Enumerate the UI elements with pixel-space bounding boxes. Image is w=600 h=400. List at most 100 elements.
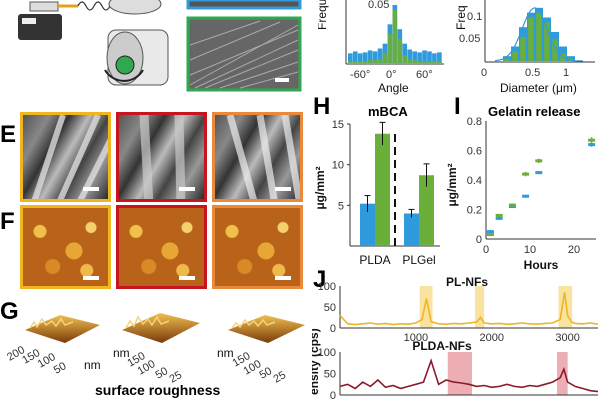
- scale-bar: [179, 187, 195, 191]
- drum-axle: [115, 55, 135, 75]
- angle-bar: [367, 60, 373, 63]
- h-ytick-label: 15: [332, 119, 344, 131]
- angle-bar: [402, 43, 408, 63]
- angle-bars: [348, 5, 442, 64]
- angle-bar: [367, 50, 373, 63]
- surface-roughness-caption: surface roughness: [95, 382, 221, 398]
- angle-bar: [377, 59, 383, 63]
- angle-bar: [407, 59, 413, 63]
- angle-bar: [432, 53, 437, 63]
- syringe: [29, 1, 59, 12]
- j-ytick-label: 0: [330, 390, 336, 400]
- i-point: [486, 230, 494, 234]
- j-ylabel: ensity (cps): [312, 328, 321, 395]
- scale-bar: [275, 187, 291, 191]
- scale-bar: [275, 78, 289, 82]
- i-xtick-label: 10: [524, 244, 536, 256]
- i-point: [486, 233, 494, 237]
- aligned-fibers: [189, 20, 299, 89]
- angle-bar: [348, 53, 353, 63]
- surface-mesh: [228, 315, 305, 343]
- i-point: [522, 172, 530, 176]
- diameter-xtick: 1: [563, 67, 569, 79]
- angle-bar: [362, 61, 368, 63]
- panel-label-f: F: [0, 208, 15, 235]
- panel-label-j: J: [313, 266, 327, 293]
- g3-tick: 25: [272, 369, 289, 386]
- angle-xtick: -60°: [350, 69, 370, 81]
- h-ytick-label: 10: [332, 160, 344, 172]
- angle-bar: [412, 51, 417, 63]
- surface-peaks: [231, 318, 276, 329]
- diameter-xtick: 0.5: [525, 67, 540, 79]
- afm-image-plda: [116, 205, 207, 289]
- angle-bar: [417, 61, 422, 63]
- h-bar: [360, 203, 375, 246]
- diameter-ylabel: Freq: [455, 5, 468, 30]
- angle-bar: [352, 51, 358, 63]
- i-point: [495, 213, 503, 217]
- h-bar: [375, 133, 390, 246]
- j-trace-line: [339, 292, 599, 326]
- angle-bar: [387, 34, 393, 63]
- diameter-ytick: 0.1: [467, 11, 482, 23]
- panel-label-g: G: [0, 298, 19, 325]
- g2-tick: 50: [154, 365, 171, 382]
- fiber-jet: [77, 1, 111, 11]
- rotation-arrow-icon: [104, 69, 144, 82]
- angle-bar: [348, 61, 353, 63]
- angle-bar: [372, 51, 378, 63]
- diameter-bars: [503, 7, 575, 62]
- diameter-ytick: 0.05: [459, 33, 480, 45]
- surface-peaks: [29, 317, 74, 329]
- sem-image-pl: [20, 112, 111, 202]
- syringe-pump: [18, 14, 62, 40]
- i-point: [495, 216, 503, 220]
- i-xtick-label: 0: [483, 244, 489, 256]
- diameter-bar: [544, 22, 550, 61]
- j-xtick-label: 2000: [480, 332, 504, 344]
- afm-image-pl: [20, 205, 111, 289]
- g3-tick: 50: [258, 365, 275, 382]
- diameter-bar: [552, 39, 558, 61]
- angle-bar: [377, 48, 383, 63]
- i-title: Gelatin release: [488, 104, 581, 119]
- angle-bar: [412, 60, 417, 63]
- j-highlight-region: [475, 286, 485, 328]
- pump-display: [22, 18, 36, 24]
- surface-plot-3: nm 150 100 50 25: [217, 315, 305, 386]
- h-bar: [404, 213, 419, 246]
- surface-peaks: [125, 315, 170, 329]
- i-ylabel: μg/mm²: [446, 163, 459, 206]
- angle-bar: [352, 61, 358, 63]
- angle-ytick-top: 0.05: [368, 0, 389, 11]
- scale-bar: [83, 187, 99, 191]
- i-point: [535, 159, 543, 163]
- g2-unit: nm: [113, 346, 130, 360]
- angle-xtick: 60°: [416, 69, 433, 81]
- diameter-bar: [512, 51, 518, 61]
- scale-bar: [179, 276, 195, 280]
- h-category-label: PLGel: [402, 253, 435, 267]
- angle-bar: [422, 50, 427, 63]
- h-ylabel: μg/mm²: [313, 166, 327, 209]
- panel-label-h: H: [313, 93, 331, 120]
- i-point: [535, 171, 543, 175]
- panel-label-i: I: [454, 93, 461, 120]
- j-trace-line: [339, 358, 599, 393]
- diameter-bar: [504, 58, 510, 61]
- h-title: mBCA: [368, 104, 408, 119]
- angle-bar: [407, 49, 413, 63]
- angle-xtick: 0°: [386, 69, 397, 81]
- g3-unit: nm: [217, 346, 234, 360]
- angle-bar: [437, 61, 442, 63]
- j-ytick-label: 50: [324, 369, 336, 381]
- j-highlight-region: [447, 352, 473, 395]
- gelatin-release-chart: 0 0.2 0.4 0.6 0.8 0 10 20 μg/mm² Hours: [446, 116, 596, 272]
- panel-label-e: E: [0, 121, 17, 148]
- sem-inset-random: [186, 0, 302, 10]
- angle-bar: [372, 60, 378, 63]
- j-subplot-title: PL-NFs: [446, 275, 488, 289]
- i-ytick-label: 0.4: [467, 175, 482, 187]
- angle-bar: [422, 61, 427, 63]
